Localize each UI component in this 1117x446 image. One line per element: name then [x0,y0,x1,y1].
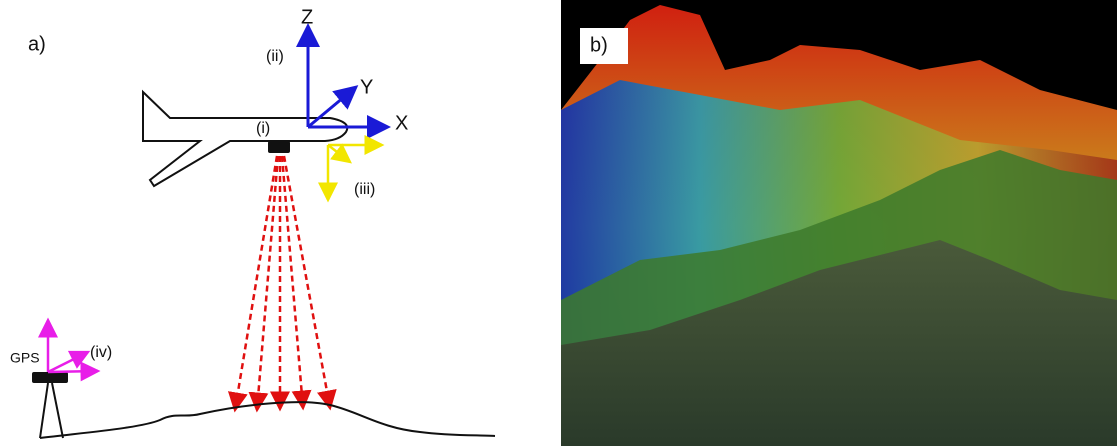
gps-receiver [32,372,68,383]
ground [40,402,495,438]
gps-axis [48,371,98,372]
marker-label: (ii) [266,48,284,65]
tripod [40,383,63,438]
laser-beams [235,156,330,410]
marker-label: (i) [256,120,270,137]
panel-label: a) [28,33,46,55]
figure: a) Z Y X (ii) (i) (iii) GPS (iv) [0,0,1117,446]
gps-axis [48,352,88,372]
panel-label: b) [590,34,608,56]
marker-label: (iv) [90,344,112,361]
panel-b: b) [561,0,1117,446]
y-axis [308,87,356,127]
airplane [143,92,347,186]
marker-label: (iii) [354,181,375,198]
gps-label: GPS [10,350,40,366]
axis-label: Y [360,76,373,98]
scanner [268,141,290,153]
axis-label: Z [301,6,313,28]
axis-label: X [395,112,408,134]
imu-axis [328,145,350,162]
panel-a: a) Z Y X (ii) (i) (iii) GPS (iv) [10,6,495,438]
